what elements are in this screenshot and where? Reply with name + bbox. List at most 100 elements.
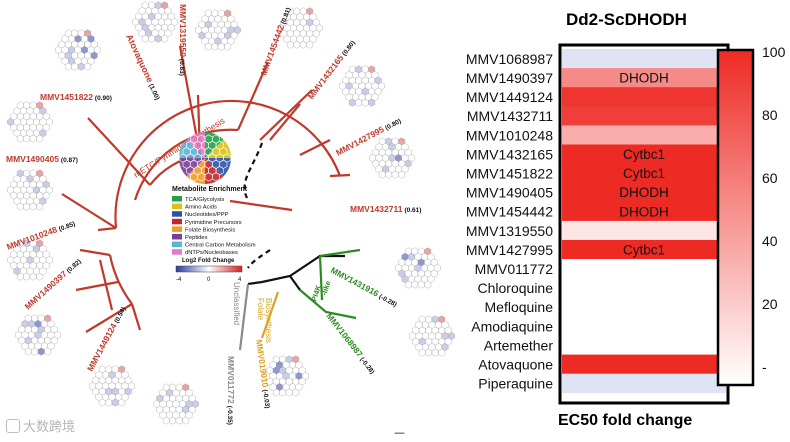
other-clade-branches: [238, 248, 361, 351]
heatmap-row-label: Artemether: [484, 337, 554, 353]
colorbar-tick-label: 20: [762, 296, 778, 312]
legend-swatch: [172, 196, 182, 202]
hexagon-map: [409, 315, 455, 357]
svg-text:MMV011772(-0.35): MMV011772(-0.35): [226, 356, 236, 425]
heatmap-row-label: MMV1490397: [466, 70, 553, 86]
hexagon-map: [195, 9, 241, 51]
heatmap-row-label: MMV1068987: [466, 51, 553, 67]
legend-swatch: [172, 226, 182, 232]
leaf-label-mmv1451822: MMV1451822 (0.90): [40, 92, 112, 102]
log2-scale-title: Log2 Fold Change: [182, 258, 235, 264]
heatmap-cell: [562, 201, 726, 222]
pie-slice: [186, 132, 205, 158]
hex-cell: [161, 34, 169, 43]
heatmap-cell: [562, 182, 726, 203]
hex-cell: [217, 42, 225, 51]
svg-text:MMV1431916(-0.28): MMV1431916(-0.28): [329, 265, 399, 309]
hex-cell: [36, 272, 44, 281]
colorbar-tick-label: -: [762, 359, 767, 375]
heatmap-cell: [562, 49, 726, 69]
clade-label-unclassified: Unclassified: [232, 282, 241, 325]
legend-swatch: [172, 249, 182, 255]
heatmap-cell: [562, 278, 726, 298]
hex-cell: [148, 34, 156, 43]
hex-cell: [84, 62, 92, 71]
heatmap-target-label: DHODH: [619, 204, 669, 219]
heatmap-target-label: DHODH: [619, 71, 669, 86]
colorbar-tick-label: 80: [762, 107, 778, 123]
legend-item-label: Amino Acids: [185, 205, 217, 211]
heatmap-row-label: Amodiaquine: [471, 318, 553, 334]
svg-text:MMV1449124(0.54): MMV1449124(0.54): [85, 305, 128, 373]
hex-cell: [398, 170, 406, 179]
hex-cell: [293, 40, 301, 49]
clade-label-folate-2: Biosynthesis: [264, 298, 273, 343]
watermark-icon: [6, 419, 20, 433]
svg-text:Atovaquone(1.00): Atovaquone(1.00): [124, 33, 163, 102]
hex-cell: [211, 42, 219, 51]
pie-slice: [186, 158, 205, 185]
heatmap-row-label: MMV1427995: [466, 242, 553, 258]
heatmap-cell: [562, 354, 726, 374]
heatmap-cell: [562, 125, 726, 145]
heatmap-cell: [562, 87, 726, 107]
hex-cell: [348, 98, 356, 107]
heatmap-cell: [562, 259, 726, 279]
heatmap-row-label: Mefloquine: [485, 299, 554, 315]
legend-item-label: Folate Biosynthesis: [185, 227, 235, 233]
hexagon-map: [153, 383, 199, 425]
hexagon-map: [132, 1, 178, 43]
colorbar: [716, 48, 755, 387]
colorbar-tick-label: 40: [762, 233, 778, 249]
leaf-label-mmv1449124: MMV1449124(0.54): [85, 305, 128, 373]
heatmap-cell: [562, 316, 726, 336]
hexagon-map: [15, 314, 61, 356]
hex-cell: [23, 134, 31, 143]
heatmap-row-label: MMV1454442: [466, 204, 553, 220]
heatmap-cell: [562, 297, 726, 317]
heatmap-target-label: DHODH: [619, 185, 669, 200]
log2-scale-max: 4: [238, 277, 242, 283]
svg-text:MMV1490405(0.87): MMV1490405 (0.87): [6, 154, 78, 164]
legend-item-label: Nucleotides/PPP: [185, 212, 229, 218]
hexagon-map: [89, 365, 135, 407]
hex-cell: [286, 40, 294, 49]
scale-mark: —: [394, 426, 405, 439]
heatmap-cell: [562, 144, 726, 164]
metabolite-legend: Metabolite Enrichment TCA/Glycolysis Amin…: [172, 186, 256, 283]
heatmap-target-labels: DHODH Cytbc1 Cytbc1 DHODH DHODH Cytbc1: [619, 71, 669, 258]
hexagon-map: [395, 247, 441, 289]
hex-cell: [306, 40, 314, 49]
leaf-label-atovaquone: Atovaquone(1.00): [124, 33, 163, 102]
leaf-label-mmv1431916: MMV1431916(-0.28): [329, 265, 399, 309]
legend-items: TCA/Glycolysis Amino AcidsNucleotides/PPP…: [172, 196, 256, 256]
leaf-label-mmv1068987: MMV1068987(-0.28): [324, 311, 377, 376]
heatmap-row-label: MMV1490405: [466, 185, 553, 201]
hex-cell: [355, 98, 363, 107]
hexagon-map: [277, 7, 323, 49]
legend-item-label: Peptides: [185, 235, 208, 241]
heatmap-footer: EC50 fold change: [558, 412, 693, 429]
legend-item-label: dNTPs/Nucleobases: [185, 250, 238, 256]
hex-cell: [77, 62, 85, 71]
heatmap-target-label: Cytbc1: [623, 243, 665, 258]
hex-cell: [361, 98, 369, 107]
watermark-text: 大数跨境: [23, 420, 76, 435]
circular-dendrogram: mETC/Pyrimidine Synthesis PI4K -like Fol…: [5, 1, 455, 439]
hexagon-map: [339, 65, 385, 107]
heatmap-row-label: Chloroquine: [478, 280, 554, 296]
hex-cell: [438, 348, 446, 357]
colorbar-tick-label: 100: [762, 44, 786, 60]
metabolite-pie-hexagon: [179, 132, 232, 185]
heatmap-row-label: MMV1449124: [466, 89, 553, 105]
leaf-label-mmv1432711: MMV1432711 (0.61): [350, 204, 421, 214]
hex-cell: [71, 62, 79, 71]
hexagon-map: [263, 355, 309, 397]
legend-title: Metabolite Enrichment: [172, 186, 248, 193]
hexagon-map: [7, 101, 53, 143]
watermark: 大数跨境: [6, 416, 75, 435]
hex-cell: [36, 202, 44, 211]
svg-text:MMV1068987(-0.28): MMV1068987(-0.28): [324, 311, 377, 376]
hex-cell: [378, 170, 386, 179]
